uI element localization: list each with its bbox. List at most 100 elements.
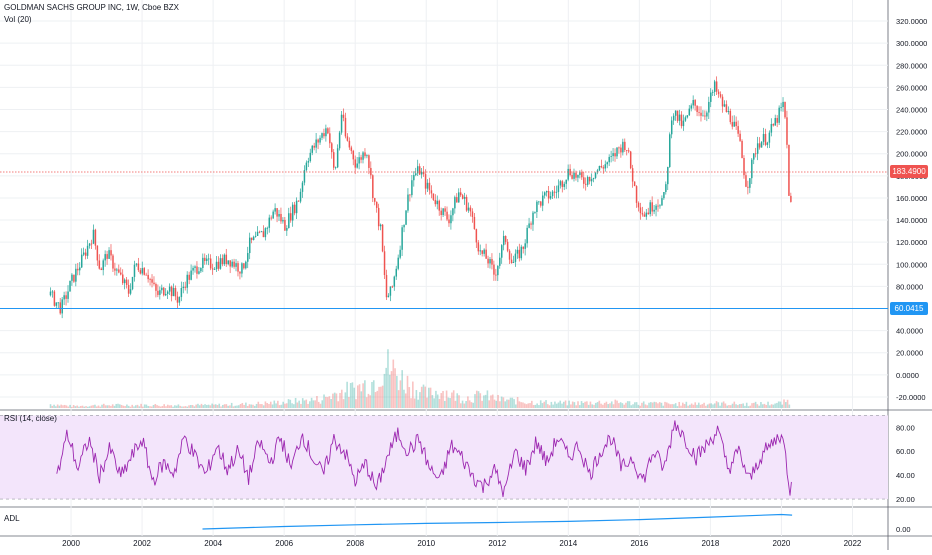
volume-bar — [358, 384, 361, 408]
candle-body — [49, 291, 52, 296]
volume-bar — [104, 405, 107, 408]
volume-bar — [737, 405, 739, 408]
volume-bar — [312, 400, 315, 408]
volume-bar — [317, 401, 320, 408]
volume-bar — [51, 405, 54, 408]
volume-bar — [495, 400, 498, 408]
candle-body — [352, 150, 355, 160]
volume-bar — [504, 401, 506, 408]
volume-bar — [165, 406, 167, 408]
volume-bar — [259, 404, 261, 408]
volume-bar — [117, 403, 119, 408]
volume-pane — [49, 349, 791, 408]
volume-bar — [689, 404, 691, 408]
volume-bar — [531, 400, 533, 408]
volume-bar — [161, 405, 164, 408]
volume-bar — [745, 402, 748, 408]
candle-body — [344, 117, 347, 137]
volume-bar — [667, 403, 670, 408]
candle-body — [780, 107, 782, 108]
volume-bar — [529, 403, 531, 408]
volume-bar — [783, 399, 785, 408]
volume-bar — [484, 394, 487, 408]
volume-bar — [152, 404, 155, 408]
y-tick-label: 100.0000 — [896, 260, 927, 269]
volume-bar — [587, 404, 590, 408]
candle-body — [561, 181, 564, 187]
candle-body — [678, 114, 681, 121]
volume-bar — [186, 406, 189, 408]
candle-body — [389, 286, 392, 296]
volume-bar — [605, 401, 608, 408]
volume-bar — [390, 371, 393, 408]
volume-bar — [74, 406, 77, 408]
candle-body — [293, 204, 296, 214]
candle-body — [125, 279, 128, 285]
volume-bar — [158, 405, 160, 408]
volume-bar — [328, 396, 331, 408]
candle-body — [295, 200, 298, 214]
volume-bar — [362, 383, 364, 408]
candle-body — [532, 212, 534, 225]
volume-bar — [442, 390, 444, 408]
volume-bar — [218, 403, 221, 408]
volume-bar — [523, 403, 526, 408]
volume-bar — [483, 395, 485, 408]
volume-bar — [122, 405, 125, 408]
candle-body — [553, 191, 556, 193]
volume-bar — [543, 401, 546, 408]
volume-bar — [204, 404, 206, 408]
candle-body — [690, 105, 693, 109]
candle-body — [657, 205, 659, 207]
volume-bar — [253, 405, 256, 408]
candle-body — [639, 207, 642, 214]
volume-bar — [742, 403, 744, 408]
candle-body — [231, 261, 233, 267]
x-tick-label: 2012 — [488, 539, 506, 548]
volume-bar — [571, 401, 574, 408]
volume-bar — [360, 391, 363, 408]
volume-bar — [472, 402, 475, 408]
volume-bar — [554, 401, 556, 408]
volume-bar — [570, 404, 572, 408]
volume-bar — [454, 400, 457, 408]
volume-bar — [314, 400, 316, 408]
volume-bar — [438, 398, 441, 408]
volume-bar — [500, 396, 503, 408]
volume-bar — [626, 401, 629, 408]
volume-bar — [646, 405, 649, 408]
volume-bar — [255, 403, 258, 408]
volume-bar — [513, 399, 515, 408]
volume-bar — [658, 402, 661, 408]
candle-body — [581, 172, 583, 178]
volume-bar — [760, 402, 762, 408]
volume-bar — [367, 393, 370, 408]
volume-bar — [610, 401, 613, 408]
volume-bar — [90, 405, 93, 408]
volume-bar — [765, 404, 768, 408]
volume-bar — [452, 390, 455, 408]
volume-bar — [575, 405, 578, 408]
volume-bar — [440, 393, 443, 408]
volume-bar — [92, 405, 94, 408]
candle-body — [233, 261, 235, 267]
candle-body — [694, 100, 696, 106]
candle-body — [313, 145, 315, 148]
volume-bar — [669, 404, 672, 408]
volume-bar — [650, 402, 652, 408]
candle-body — [166, 291, 169, 294]
candle-body — [739, 133, 741, 141]
volume-label: Vol (20) — [4, 15, 32, 24]
candle-body — [116, 269, 118, 271]
candle-body — [387, 295, 390, 298]
candle-body — [520, 246, 523, 259]
volume-bar — [383, 373, 386, 408]
volume-bar — [713, 403, 716, 408]
volume-bar — [525, 404, 528, 408]
volume-bar — [424, 386, 427, 408]
volume-bar — [772, 404, 775, 408]
volume-bar — [252, 404, 254, 408]
volume-bar — [593, 404, 595, 408]
candle-body — [579, 172, 581, 175]
